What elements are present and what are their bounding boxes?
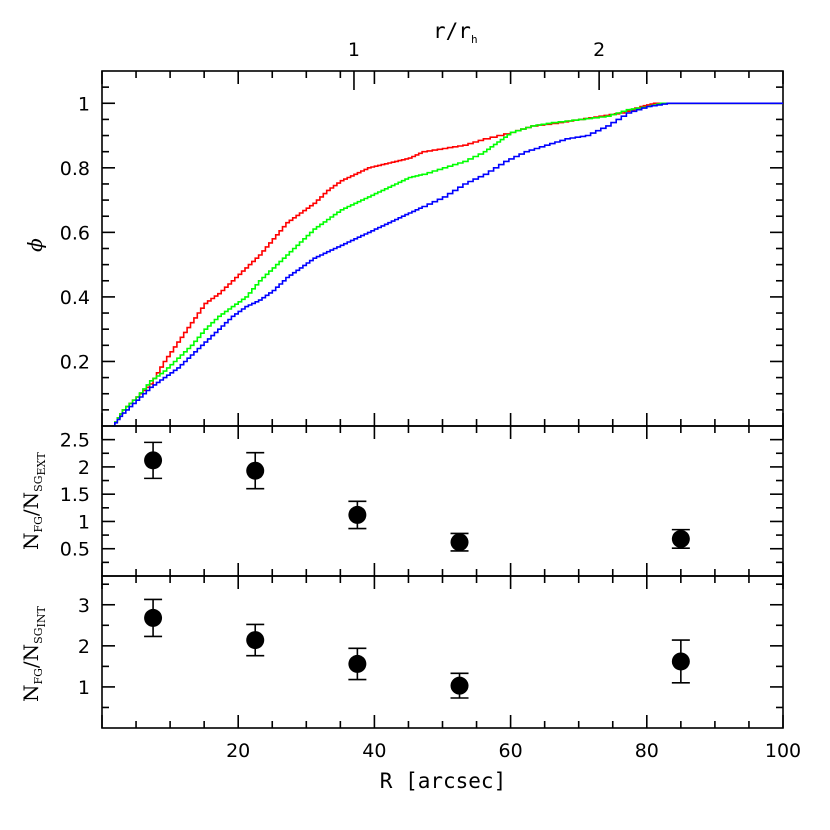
bottom-panel: 20 40 60 80 100 1 2 3 NFG/NSGINT R [arcsec]	[19, 575, 801, 793]
data-point	[450, 533, 469, 552]
data-point	[671, 529, 690, 548]
middle-panel-points	[144, 441, 690, 552]
y-tick-label: 2.5	[60, 430, 90, 452]
cdf-curve-0	[112, 102, 783, 427]
top-panel: 0.2 0.4 0.6 0.8 1 1 2 r/rh ϕ	[23, 19, 784, 427]
cdf-curve-2	[112, 102, 783, 427]
x-axis-label: R [arcsec]	[380, 769, 506, 793]
middle-ylabel-sub2: SG	[32, 476, 45, 492]
bottom-ylabel-mid: /N	[19, 644, 43, 668]
x-tick-label: 80	[635, 740, 659, 762]
top-panel-ticks: 0.2 0.4 0.6 0.8 1 1 2	[60, 39, 784, 426]
data-point	[246, 631, 265, 650]
data-point	[246, 461, 265, 480]
middle-ylabel-subsub: EXT	[35, 452, 48, 476]
cdf-curves	[112, 102, 783, 427]
y-tick-label: 0.6	[60, 222, 90, 244]
y-tick-label: 2	[78, 457, 90, 479]
data-point	[348, 654, 367, 673]
top-axis-tick-label: 1	[348, 39, 360, 61]
middle-axis-label: NFG/NSGEXT	[19, 452, 48, 550]
y-tick-label: 1	[78, 511, 90, 533]
bottom-panel-ticks: 20 40 60 80 100 1 2 3	[78, 576, 801, 762]
phi-axis-label: ϕ	[23, 238, 47, 252]
data-point	[450, 676, 469, 695]
y-tick-label: 1.5	[60, 484, 90, 506]
cdf-curve-1	[112, 102, 783, 427]
data-point	[671, 652, 690, 671]
top-axis-tick-label: 2	[593, 39, 605, 61]
bottom-ylabel-subsub: INT	[35, 606, 48, 628]
middle-panel-ticks: 0.5 1 1.5 2 2.5	[60, 426, 784, 576]
y-tick-label: 0.4	[60, 287, 90, 309]
data-point	[144, 451, 163, 470]
y-tick-label: 2	[78, 636, 90, 658]
middle-panel: 0.5 1 1.5 2 2.5 NFG/NSGEXT	[19, 425, 784, 577]
x-tick-label: 60	[499, 740, 523, 762]
bottom-panel-points	[144, 598, 690, 699]
middle-ylabel-main: N	[19, 533, 43, 551]
y-tick-label: 1	[78, 677, 90, 699]
middle-ylabel-sub1: FG	[32, 516, 45, 532]
data-point	[144, 608, 163, 627]
data-point	[348, 505, 367, 524]
y-tick-label: 3	[78, 595, 90, 617]
y-tick-label: 0.8	[60, 158, 90, 180]
y-tick-label: 1	[78, 93, 90, 115]
top-axis-label-sub: h	[471, 33, 478, 46]
x-tick-label: 40	[362, 740, 386, 762]
middle-panel-frame	[101, 425, 784, 577]
bottom-ylabel-sub2: SG	[32, 628, 45, 644]
middle-ylabel-mid: /N	[19, 492, 43, 516]
bottom-ylabel-sub1: FG	[32, 668, 45, 684]
top-axis-label: r/rh	[433, 19, 478, 46]
top-axis-label-main: r/r	[433, 19, 471, 43]
bottom-axis-label: NFG/NSGINT	[19, 606, 48, 702]
x-tick-label: 100	[765, 740, 801, 762]
y-tick-label: 0.2	[60, 351, 90, 373]
bottom-ylabel-main: N	[19, 685, 43, 703]
x-tick-label: 20	[226, 740, 250, 762]
y-tick-label: 0.5	[60, 539, 90, 561]
top-panel-frame	[101, 70, 784, 427]
